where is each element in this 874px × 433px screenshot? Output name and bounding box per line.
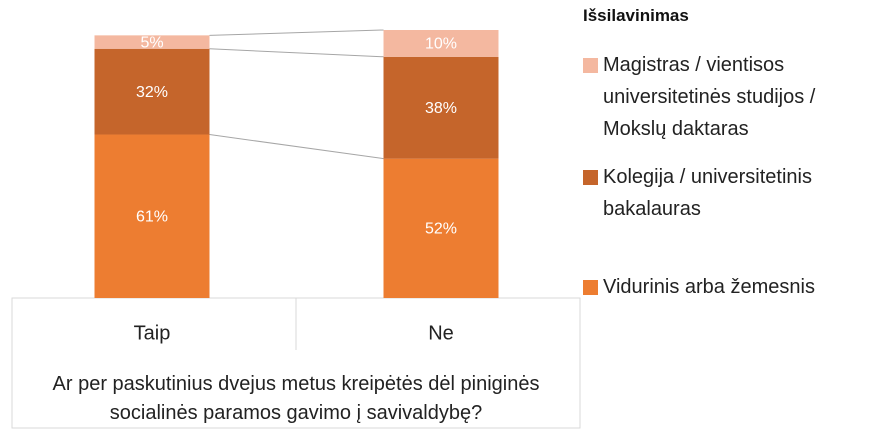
bar-segment xyxy=(383,158,499,298)
data-label: 5% xyxy=(140,34,163,51)
bar-segment xyxy=(383,56,499,159)
legend-item: Kolegija / universitetinis bakalauras xyxy=(583,161,868,225)
legend-label: Vidurinis arba žemesnis xyxy=(603,276,815,298)
data-label: 10% xyxy=(425,36,457,53)
series-line xyxy=(209,134,384,160)
legend-item: Vidurinis arba žemesnis xyxy=(583,271,868,303)
series-line xyxy=(209,48,384,58)
bar-segment xyxy=(94,48,210,135)
legend-swatch xyxy=(583,170,598,185)
legend-label: Magistras / vientisos universitetinės st… xyxy=(603,54,816,140)
series-line xyxy=(209,29,384,36)
data-label: 38% xyxy=(425,100,457,117)
legend-swatch xyxy=(583,280,598,295)
legend-label: Kolegija / universitetinis bakalauras xyxy=(603,166,812,220)
x-axis-title: Ar per paskutinius dvejus metus kreipėtė… xyxy=(52,373,540,424)
legend-swatch xyxy=(583,58,598,73)
x-tick-label: Taip xyxy=(134,322,171,344)
bar-segment xyxy=(94,134,210,298)
bar-segment xyxy=(383,30,499,57)
data-label: 52% xyxy=(425,221,457,238)
bar-segment xyxy=(94,35,210,49)
data-label: 32% xyxy=(136,84,168,101)
legend-title: Išsilavinimas xyxy=(583,6,689,25)
legend-item: Magistras / vientisos universitetinės st… xyxy=(583,49,868,145)
x-tick-label: Ne xyxy=(428,322,454,344)
data-label: 61% xyxy=(136,208,168,225)
